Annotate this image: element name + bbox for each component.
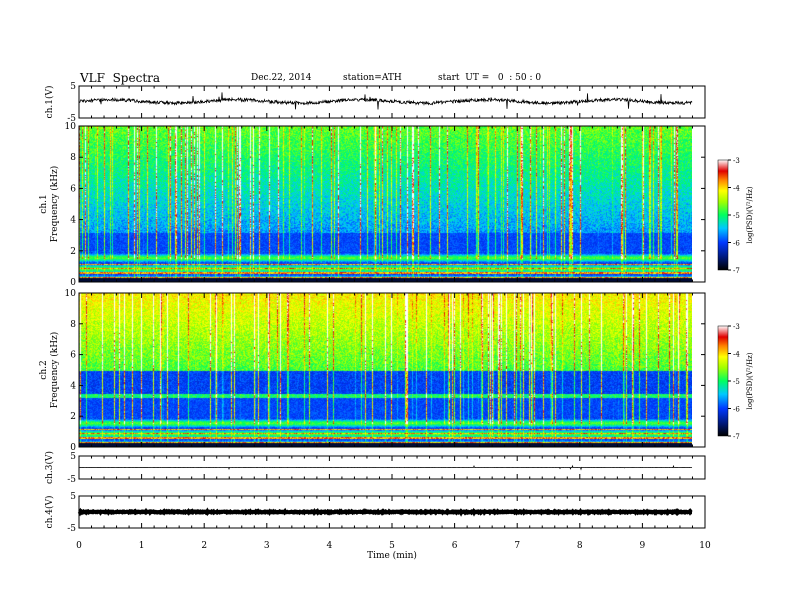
ch1-spectrogram-colorbar-label: log(PSD)(V²/Hz) bbox=[746, 186, 754, 243]
ch2-spectrogram-y-tick-label: 10 bbox=[65, 289, 77, 299]
ch1-spectrogram-y-tick-label: 4 bbox=[70, 216, 76, 226]
ch4-waveform-y-tick-label: -5 bbox=[67, 524, 76, 534]
ch1-spectrogram-y-tick-label: 8 bbox=[70, 153, 76, 163]
ch2-spectrogram-colorbar bbox=[717, 325, 729, 437]
ch1-spectrogram-colorbar-tick-label: -3 bbox=[733, 157, 740, 165]
ch4-waveform-y-tick-label: 5 bbox=[70, 492, 76, 502]
ch1-spectrogram-colorbar-tick-label: -5 bbox=[733, 212, 740, 220]
x-tick-label: 4 bbox=[327, 541, 333, 551]
ch2-spectrogram-y-tick-label: 2 bbox=[70, 412, 76, 422]
ch2-spectrogram-image bbox=[79, 293, 692, 447]
station-label: station=ATH bbox=[343, 73, 402, 83]
ch1-waveform-y-tick-label: 5 bbox=[70, 82, 76, 92]
ch1-spectrogram-y-label: Frequency (kHz) bbox=[49, 166, 60, 243]
ch3-waveform-y-tick-label: -5 bbox=[67, 475, 76, 485]
ch2-spectrogram-colorbar-tick-label: -7 bbox=[733, 433, 740, 441]
ch2-spectrogram-y-tick-label: 6 bbox=[70, 351, 76, 361]
x-axis-label: Time (min) bbox=[367, 550, 417, 561]
ch2-spectrogram-colorbar-tick-label: -5 bbox=[733, 378, 740, 386]
ch2-spectrogram-y-tick-label: 0 bbox=[70, 443, 76, 453]
ch2-spectrogram-colorbar-tick-label: -6 bbox=[733, 406, 740, 414]
ch2-spectrogram-y-label: Frequency (kHz) bbox=[49, 332, 60, 409]
x-tick-label: 10 bbox=[699, 541, 711, 551]
ch1-waveform-trace bbox=[78, 92, 693, 110]
x-tick-label: 0 bbox=[76, 541, 82, 551]
ch1-spectrogram-colorbar-tick-label: -6 bbox=[733, 240, 740, 248]
ch2-spectrogram-colorbar-tick-label: -3 bbox=[733, 323, 740, 331]
x-tick-label: 8 bbox=[577, 541, 583, 551]
ch3-waveform-trace bbox=[79, 464, 693, 471]
ch1-spectrogram-y-tick-label: 2 bbox=[70, 247, 76, 257]
ch4-waveform-y-label: ch.4(V) bbox=[44, 496, 55, 529]
ch4-waveform-panel: 5 -5 ch.4(V) bbox=[44, 492, 706, 534]
ch3-waveform-panel: 5 -5 ch.3(V) bbox=[44, 451, 706, 485]
ch1-waveform-y-label: ch.1(V) bbox=[44, 86, 55, 119]
ch2-spectrogram-y-label: ch.2 bbox=[39, 360, 49, 379]
ch3-waveform-y-label: ch.3(V) bbox=[44, 451, 55, 484]
ch2-spectrogram-y-tick-label: 4 bbox=[70, 381, 76, 391]
ch4-waveform-trace bbox=[77, 507, 693, 517]
date-label: Dec.22, 2014 bbox=[251, 73, 312, 83]
ch1-spectrogram-y-tick-label: 0 bbox=[70, 278, 76, 288]
x-tick-label: 7 bbox=[514, 541, 520, 551]
ch3-waveform-y-tick-label: 5 bbox=[70, 452, 76, 462]
ch2-spectrogram-colorbar-tick-label: -4 bbox=[733, 351, 740, 359]
x-tick-label: 6 bbox=[452, 541, 458, 551]
ch1-waveform-panel: 5 -5 ch.1(V) bbox=[44, 82, 706, 124]
ch1-spectrogram-colorbar bbox=[717, 159, 729, 271]
ch1-spectrogram-y-tick-label: 6 bbox=[70, 184, 76, 194]
ch1-spectrogram-y-label: ch.1 bbox=[39, 194, 49, 213]
x-tick-label: 3 bbox=[264, 541, 270, 551]
ch2-spectrogram-panel: -3 -4 -5 -6 -7 log(PSD)(V²/Hz) 0 2 4 6 8 10 ch.2 Freq… bbox=[39, 289, 754, 453]
start-time-label: start UT = 0 : 50 : 0 bbox=[438, 73, 542, 83]
x-tick-label: 2 bbox=[201, 541, 207, 551]
ch1-waveform-y-tick-label: -5 bbox=[67, 114, 76, 124]
ch1-spectrogram-y-tick-label: 10 bbox=[65, 122, 77, 132]
ch2-spectrogram-colorbar-label: log(PSD)(V²/Hz) bbox=[746, 352, 754, 409]
x-tick-label: 5 bbox=[389, 541, 395, 551]
x-tick-label: 9 bbox=[640, 541, 646, 551]
chart-title: VLF Spectra bbox=[80, 71, 161, 85]
ch1-spectrogram-panel: -3 -4 -5 -6 -7 log(PSD)(V²/Hz) 0 2 4 6 8 10 ch.1 Freq… bbox=[39, 122, 754, 288]
x-tick-label: 1 bbox=[139, 541, 145, 551]
ch1-spectrogram-colorbar-tick-label: -4 bbox=[733, 185, 740, 193]
ch1-spectrogram-image bbox=[79, 126, 692, 282]
ch1-spectrogram-colorbar-tick-label: -7 bbox=[733, 267, 740, 275]
ch2-spectrogram-y-tick-label: 8 bbox=[70, 320, 76, 330]
